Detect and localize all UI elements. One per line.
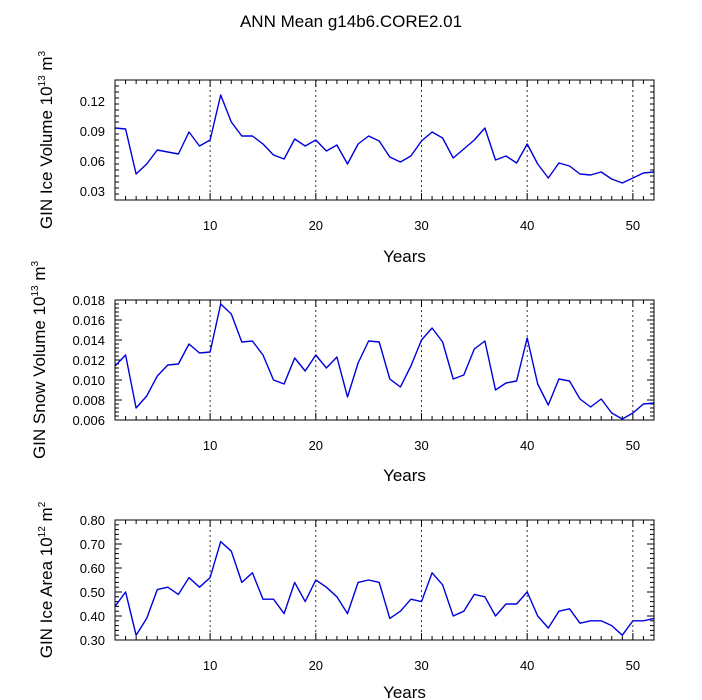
y-tick-label: 0.03 — [80, 184, 105, 199]
y-tick-label: 0.80 — [80, 513, 105, 528]
x-axis-label: Years — [383, 683, 426, 700]
x-tick-label: 30 — [414, 658, 428, 673]
y-tick-label: 0.70 — [80, 537, 105, 552]
y-axis-label-unit: m — [30, 267, 49, 286]
x-tick-label: 40 — [520, 218, 534, 233]
y-axis-label: GIN Ice Volume 1013 m3 — [37, 50, 56, 229]
y-tick-label: 0.016 — [72, 313, 105, 328]
panel-2: 10 20 30 40 50 0.006 0.008 0.010 0.012 0.014 0.016… — [30, 261, 655, 485]
panel-3: 10 20 30 40 50 0.30 0.40 0.50 0.60 0.70 0.80 Years G… — [37, 501, 655, 700]
x-tick-label: 30 — [414, 218, 428, 233]
y-axis-label-unit-exponent: 3 — [37, 50, 48, 56]
y-axis-label-exponent: 13 — [30, 285, 41, 297]
y-tick-label: 0.40 — [80, 609, 105, 624]
y-axis-label-unit: m — [37, 507, 56, 526]
y-tick-label: 0.09 — [80, 124, 105, 139]
x-axis-label: Years — [383, 247, 426, 266]
y-tick-label: 0.014 — [72, 333, 105, 348]
y-axis-label: GIN Snow Volume 1013 m3 — [30, 261, 49, 460]
x-tick-label: 30 — [414, 438, 428, 453]
x-axis-label: Years — [383, 466, 426, 485]
y-axis-label-main: GIN Ice Area 10 — [37, 537, 56, 658]
y-axis-label-main: GIN Ice Volume 10 — [37, 86, 56, 229]
y-axis-label-main: GIN Snow Volume 10 — [30, 297, 49, 460]
series-line — [114, 303, 655, 420]
x-tick-label: 50 — [626, 658, 640, 673]
series-line — [114, 94, 655, 184]
x-tick-label: 40 — [520, 438, 534, 453]
y-tick-label: 0.30 — [80, 633, 105, 648]
y-tick-label: 0.010 — [72, 373, 105, 388]
series-line — [114, 540, 655, 636]
y-tick-label: 0.06 — [80, 154, 105, 169]
plot-frame — [114, 79, 655, 201]
x-tick-label: 20 — [309, 218, 323, 233]
panel-1: 10 20 30 40 50 0.03 0.06 0.09 0.12 Years GIN Ice V… — [37, 50, 655, 266]
plot-frame — [114, 299, 655, 421]
x-tick-label: 20 — [309, 658, 323, 673]
x-tick-label: 50 — [626, 438, 640, 453]
x-tick-label: 40 — [520, 658, 534, 673]
x-tick-label: 20 — [309, 438, 323, 453]
y-axis-label-exponent: 13 — [37, 75, 48, 87]
y-axis-label-unit-exponent: 3 — [30, 261, 41, 267]
x-tick-label: 10 — [203, 438, 217, 453]
y-tick-label: 0.60 — [80, 561, 105, 576]
x-tick-label: 10 — [203, 658, 217, 673]
y-tick-label: 0.008 — [72, 393, 105, 408]
y-tick-label: 0.50 — [80, 585, 105, 600]
y-axis-label-unit: m — [37, 56, 56, 75]
chart-title: ANN Mean g14b6.CORE2.01 — [240, 12, 462, 31]
y-axis-label-exponent: 12 — [37, 526, 48, 538]
x-tick-label: 50 — [626, 218, 640, 233]
y-axis-label-unit-exponent: 2 — [37, 501, 48, 507]
y-tick-label: 0.018 — [72, 293, 105, 308]
panels: 10 20 30 40 50 0.03 0.06 0.09 0.12 Years GIN Ice V… — [30, 50, 655, 700]
y-tick-label: 0.012 — [72, 353, 105, 368]
x-tick-label: 10 — [203, 218, 217, 233]
y-tick-label: 0.12 — [80, 94, 105, 109]
y-tick-label: 0.006 — [72, 413, 105, 428]
plot-frame — [114, 519, 655, 641]
y-axis-label: GIN Ice Area 1012 m2 — [37, 501, 56, 658]
